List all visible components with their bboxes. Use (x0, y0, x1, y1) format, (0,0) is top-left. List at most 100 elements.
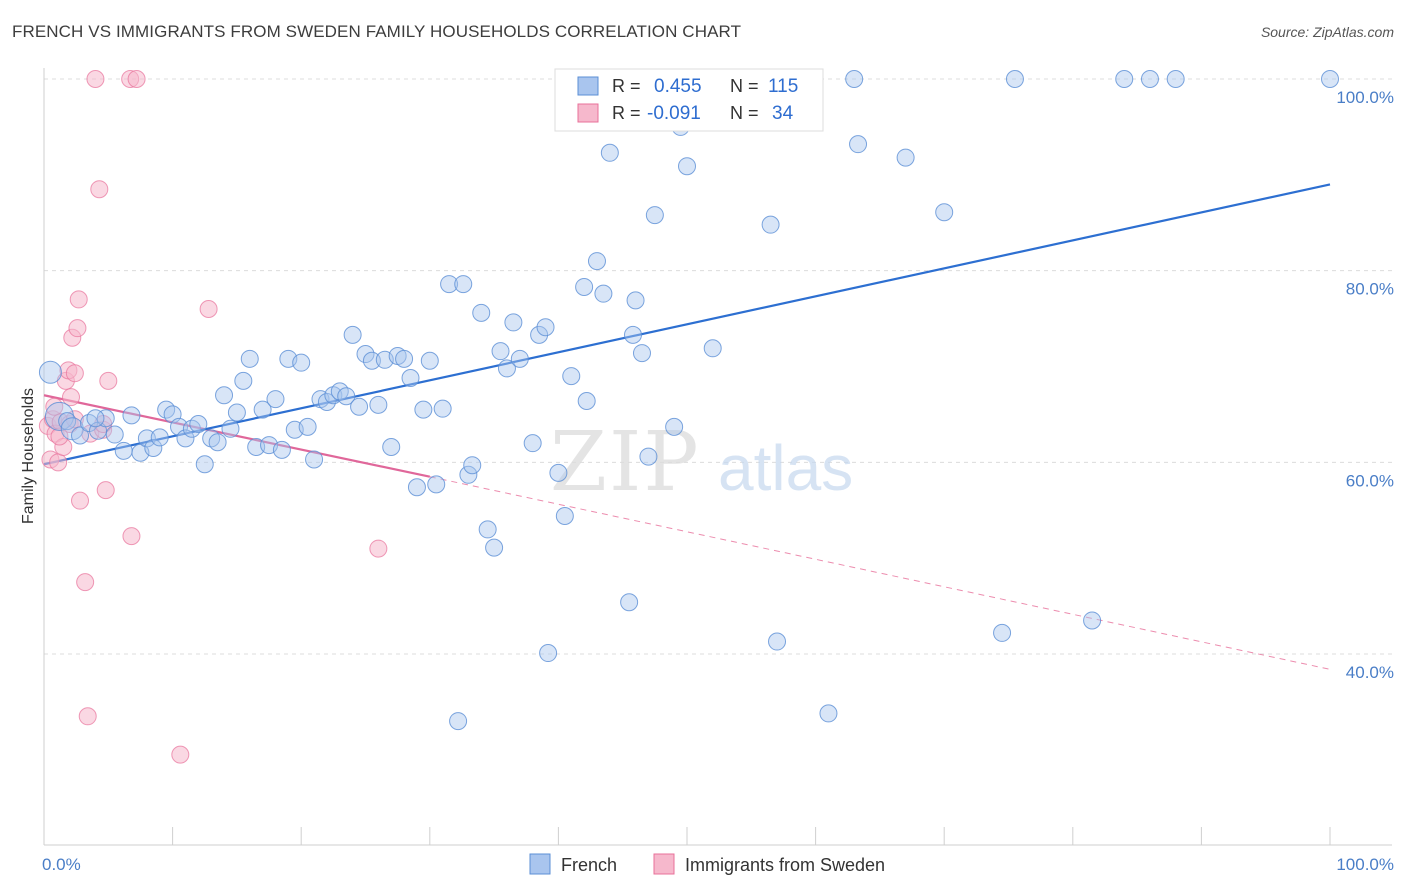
y-tick-label-80: 80.0% (1346, 280, 1394, 299)
french-point-76 (555, 507, 574, 525)
french-point-70 (510, 349, 529, 368)
french-point-80 (587, 252, 606, 271)
french-point-85 (626, 291, 645, 310)
y-tick-label-100: 100.0% (1336, 88, 1394, 107)
sweden-trendline (43, 394, 1331, 670)
french-point-18 (176, 429, 195, 448)
sweden-r-value: -0.091 (647, 103, 701, 124)
french-point-86 (632, 344, 651, 363)
french-point-66 (485, 538, 504, 557)
y-axis-label: Family Households (20, 388, 37, 524)
sweden-point-9 (62, 388, 81, 407)
french-point-52 (395, 349, 414, 368)
french-point-4 (71, 426, 90, 445)
french-point-84 (623, 325, 642, 344)
french-point-60 (449, 712, 468, 731)
french-point-47 (362, 351, 381, 370)
french-point-9 (114, 441, 133, 460)
french-swatch (577, 76, 599, 96)
french-point-27 (234, 371, 253, 390)
bottom-legend: French Immigrants from Sweden (529, 853, 885, 875)
legend-sweden-swatch (653, 853, 675, 875)
legend-sweden-label: Immigrants from Sweden (685, 855, 885, 875)
french-point-40 (317, 392, 336, 411)
sweden-point-16 (76, 573, 95, 592)
french-point-0 (38, 360, 62, 384)
sweden-point-15 (71, 491, 90, 510)
french-point-97 (819, 704, 838, 723)
french-point-108 (1321, 70, 1339, 88)
sweden-point-4 (49, 453, 68, 472)
x-tick-label-min: 0.0% (42, 855, 81, 874)
french-point-46 (356, 345, 375, 364)
french-point-94 (761, 215, 780, 234)
french-point-104 (1083, 611, 1102, 630)
french-point-81 (594, 284, 613, 303)
sweden-point-22 (96, 481, 115, 500)
french-point-7 (96, 409, 115, 428)
french-point-32 (266, 390, 285, 409)
sweden-point-12 (65, 364, 84, 383)
french-point-57 (427, 475, 446, 494)
french-point-69 (504, 313, 523, 332)
french-trendline-solid (43, 183, 1331, 466)
french-point-64 (472, 303, 491, 322)
watermark-atlas: atlas (718, 432, 853, 504)
legend-french-swatch (529, 853, 551, 875)
french-trendline (43, 183, 1331, 466)
french-point-21 (195, 455, 214, 474)
sweden-points (38, 70, 388, 764)
french-point-50 (382, 438, 401, 456)
sweden-point-28 (199, 300, 218, 318)
french-point-74 (539, 644, 558, 663)
french-point-55 (414, 400, 433, 419)
french-point-67 (491, 342, 510, 361)
french-point-20 (189, 415, 208, 433)
french-point-56 (420, 351, 439, 370)
french-point-75 (549, 463, 568, 482)
sweden-point-27 (171, 745, 190, 764)
french-point-8 (105, 425, 124, 444)
sweden-point-31 (50, 427, 69, 446)
french-point-25 (221, 419, 240, 438)
watermark-zip: ZIP (550, 415, 701, 510)
french-point-26 (227, 403, 246, 422)
french-point-37 (298, 417, 317, 436)
french-point-77 (562, 367, 581, 386)
french-point-83 (620, 593, 639, 612)
french-point-71 (523, 434, 542, 453)
sweden-point-26 (127, 70, 146, 88)
sweden-point-25 (122, 527, 141, 546)
x-ticks (43, 827, 1331, 845)
y-tick-labels: 40.0% 60.0% 80.0% 100.0% (1336, 88, 1394, 682)
french-point-89 (665, 417, 684, 436)
french-point-91 (678, 157, 696, 176)
sweden-trendline-solid (43, 394, 431, 478)
french-point-1 (44, 401, 74, 431)
french-point-82 (600, 143, 619, 162)
source-credit: Source: ZipAtlas.com (1260, 24, 1394, 40)
chart-title: FRENCH VS IMMIGRANTS FROM SWEDEN FAMILY … (12, 22, 742, 41)
french-point-63 (463, 456, 482, 475)
french-point-107 (1166, 70, 1185, 88)
french-point-109 (86, 409, 105, 428)
french-point-72 (530, 325, 549, 344)
french-point-58 (433, 399, 452, 418)
french-point-62 (459, 465, 478, 484)
french-point-54 (407, 478, 426, 497)
y-tick-label-60: 60.0% (1346, 471, 1394, 490)
french-point-99 (849, 135, 868, 154)
french-point-13 (144, 438, 163, 457)
french-point-73 (536, 318, 555, 337)
sweden-point-19 (86, 70, 105, 88)
french-point-48 (369, 395, 388, 414)
french-point-10 (122, 406, 141, 425)
french-point-12 (137, 429, 156, 448)
french-point-100 (896, 148, 915, 167)
sweden-n-value: 34 (772, 103, 794, 124)
y-tick-label-40: 40.0% (1346, 663, 1394, 682)
french-point-95 (768, 632, 787, 651)
legend-french-label: French (561, 855, 617, 875)
french-point-61 (454, 275, 473, 294)
french-point-28 (240, 349, 259, 368)
